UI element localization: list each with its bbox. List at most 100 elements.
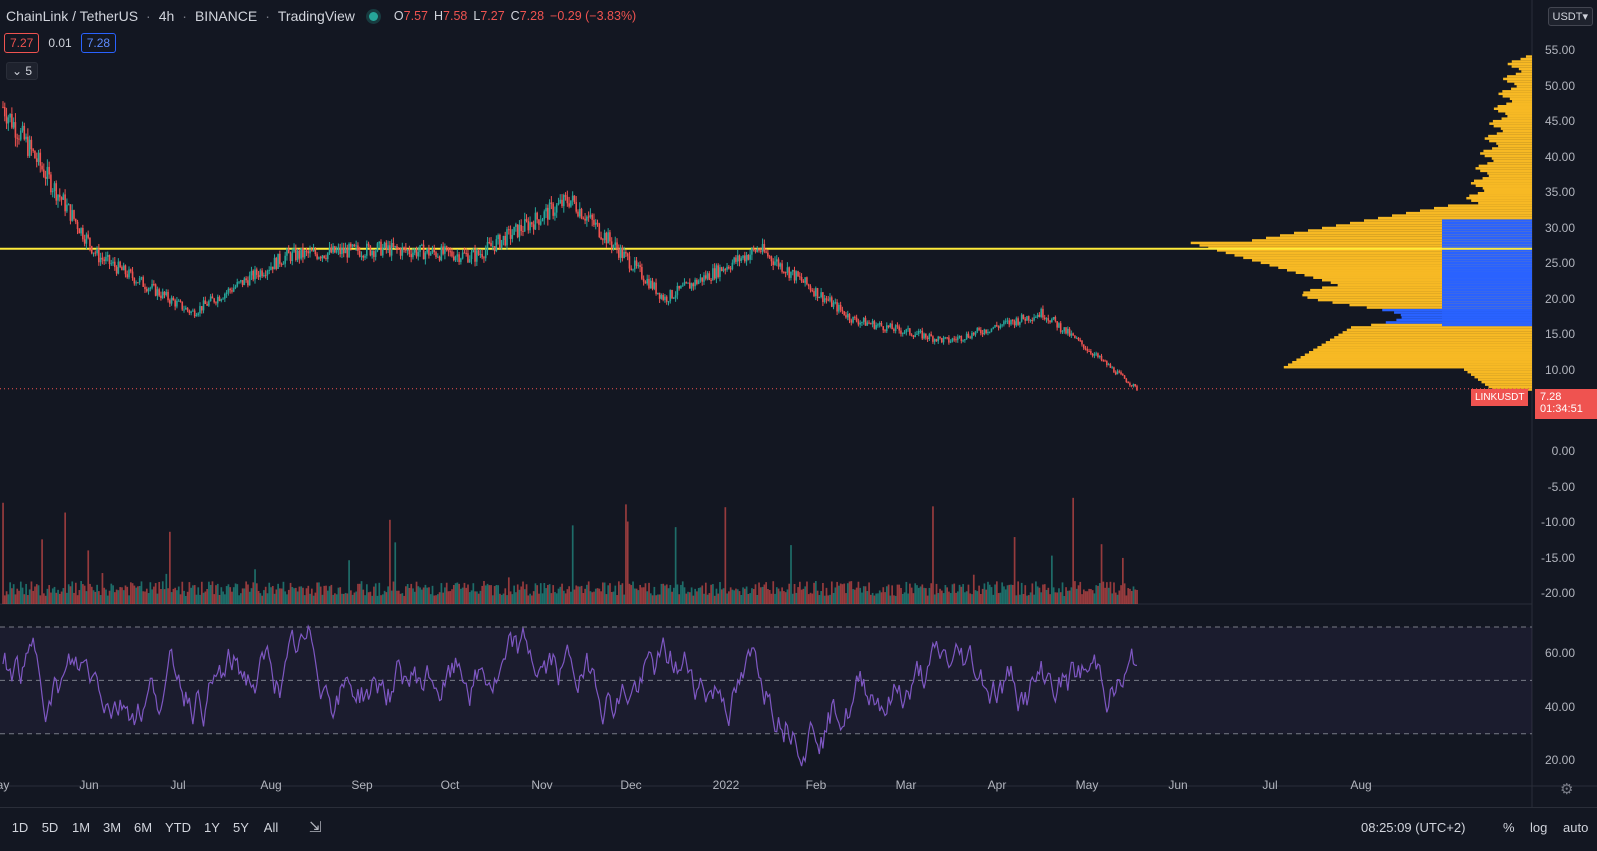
candle-body <box>706 273 709 279</box>
range-button-1m[interactable]: 1M <box>71 820 91 835</box>
candle-body <box>165 291 168 296</box>
candle-body <box>387 245 389 250</box>
volume-profile-bar <box>1502 90 1532 93</box>
volume-bar <box>955 592 957 604</box>
go-to-date-icon[interactable]: ⇲ <box>309 819 322 836</box>
symbol-name[interactable]: ChainLink / TetherUS <box>6 8 139 24</box>
price-axis-label: 50.00 <box>1544 78 1575 93</box>
volume-bar <box>646 591 649 604</box>
candle-body <box>822 292 824 303</box>
candle-body <box>933 339 936 342</box>
range-button-1y[interactable]: 1Y <box>204 820 220 835</box>
volume-bar <box>208 581 210 604</box>
candle-body <box>435 252 437 257</box>
volume-bar <box>167 588 169 604</box>
candle-body <box>280 263 283 265</box>
volume-bar <box>124 585 127 604</box>
chart-canvas[interactable] <box>0 0 1597 807</box>
candle-body <box>484 250 487 259</box>
volume-bar <box>305 588 308 604</box>
volume-bar <box>1127 588 1130 604</box>
range-button-ytd[interactable]: YTD <box>165 820 191 835</box>
candle-body <box>1065 327 1067 334</box>
candle-body <box>612 245 615 248</box>
auto-toggle[interactable]: auto <box>1563 820 1589 835</box>
volume-bar <box>165 573 168 604</box>
percent-toggle[interactable]: % <box>1503 820 1515 835</box>
volume-bar <box>603 582 606 604</box>
candle-body <box>676 285 679 296</box>
volume-bar <box>174 587 177 604</box>
volume-bar <box>767 588 769 604</box>
volume-bar <box>231 591 233 604</box>
candle-body <box>1015 318 1018 326</box>
candle-body <box>291 251 294 262</box>
candle-body <box>538 219 540 225</box>
volume-bar <box>303 595 306 604</box>
volume-profile-bar <box>1484 154 1532 158</box>
volume-bar <box>547 584 549 604</box>
ask-price[interactable]: 7.28 <box>80 33 117 53</box>
candle-body <box>1029 319 1032 321</box>
interval-label[interactable]: 4h <box>158 8 175 24</box>
volume-bar <box>39 595 42 604</box>
volume-bar <box>802 588 805 604</box>
market-status-icon[interactable] <box>368 11 378 21</box>
volume-bar <box>209 584 212 604</box>
log-toggle[interactable]: log <box>1530 820 1548 835</box>
volume-profile-bar <box>1296 358 1532 361</box>
candle-body <box>564 195 567 197</box>
volume-profile-bar <box>1488 134 1532 138</box>
candle-body <box>660 295 663 299</box>
volume-bar <box>846 583 849 604</box>
exchange-label: BINANCE <box>194 8 258 24</box>
candle-body <box>442 246 444 254</box>
candle-body <box>972 332 975 335</box>
volume-bar <box>786 589 789 604</box>
volume-bar <box>731 589 734 604</box>
candle-body <box>1047 318 1050 321</box>
settings-gear-icon[interactable]: ⚙ <box>1560 781 1574 798</box>
range-button-5d[interactable]: 5D <box>41 820 59 835</box>
volume-bar <box>1049 594 1051 604</box>
candle-body <box>1001 324 1003 326</box>
candle-body <box>525 219 528 222</box>
candle-body <box>655 282 657 294</box>
candle-body <box>731 262 734 270</box>
candle-body <box>376 243 379 252</box>
indicators-collapse-button[interactable]: ⌄ 5 <box>6 62 39 80</box>
range-button-1d[interactable]: 1D <box>11 820 29 835</box>
range-button-6m[interactable]: 6M <box>133 820 153 835</box>
candle-body <box>284 255 286 264</box>
candle-body <box>1059 323 1062 332</box>
volume-bar <box>866 591 869 604</box>
candle-body <box>28 139 31 156</box>
volume-bar <box>758 582 760 604</box>
volume-bar <box>882 587 885 604</box>
range-button-all[interactable]: All <box>263 820 279 835</box>
volume-axis-label: -10.00 <box>1540 515 1575 529</box>
candle-body <box>369 245 372 256</box>
time-axis-label: Mar <box>895 778 917 792</box>
candle-body <box>578 208 581 217</box>
candle-body <box>900 330 902 334</box>
candle-body <box>490 242 492 247</box>
candle-body <box>153 284 155 286</box>
candle-body <box>1042 308 1044 318</box>
candle-body <box>431 248 434 253</box>
candle-body <box>296 250 299 261</box>
candle-body <box>240 280 242 282</box>
volume-bar <box>745 586 748 604</box>
candle-body <box>575 202 578 212</box>
volume-bar <box>422 587 425 604</box>
clock-timezone[interactable]: 08:25:09 (UTC+2) <box>1361 820 1466 835</box>
volume-bar <box>664 585 666 604</box>
volume-profile-bar <box>1507 80 1532 83</box>
candle-body <box>690 283 693 289</box>
currency-select[interactable]: USDT▾ <box>1547 7 1593 26</box>
range-button-3m[interactable]: 3M <box>102 820 122 835</box>
volume-bar <box>868 582 870 604</box>
volume-bar <box>660 583 663 604</box>
bid-price[interactable]: 7.27 <box>4 33 40 53</box>
range-button-5y[interactable]: 5Y <box>233 820 249 835</box>
